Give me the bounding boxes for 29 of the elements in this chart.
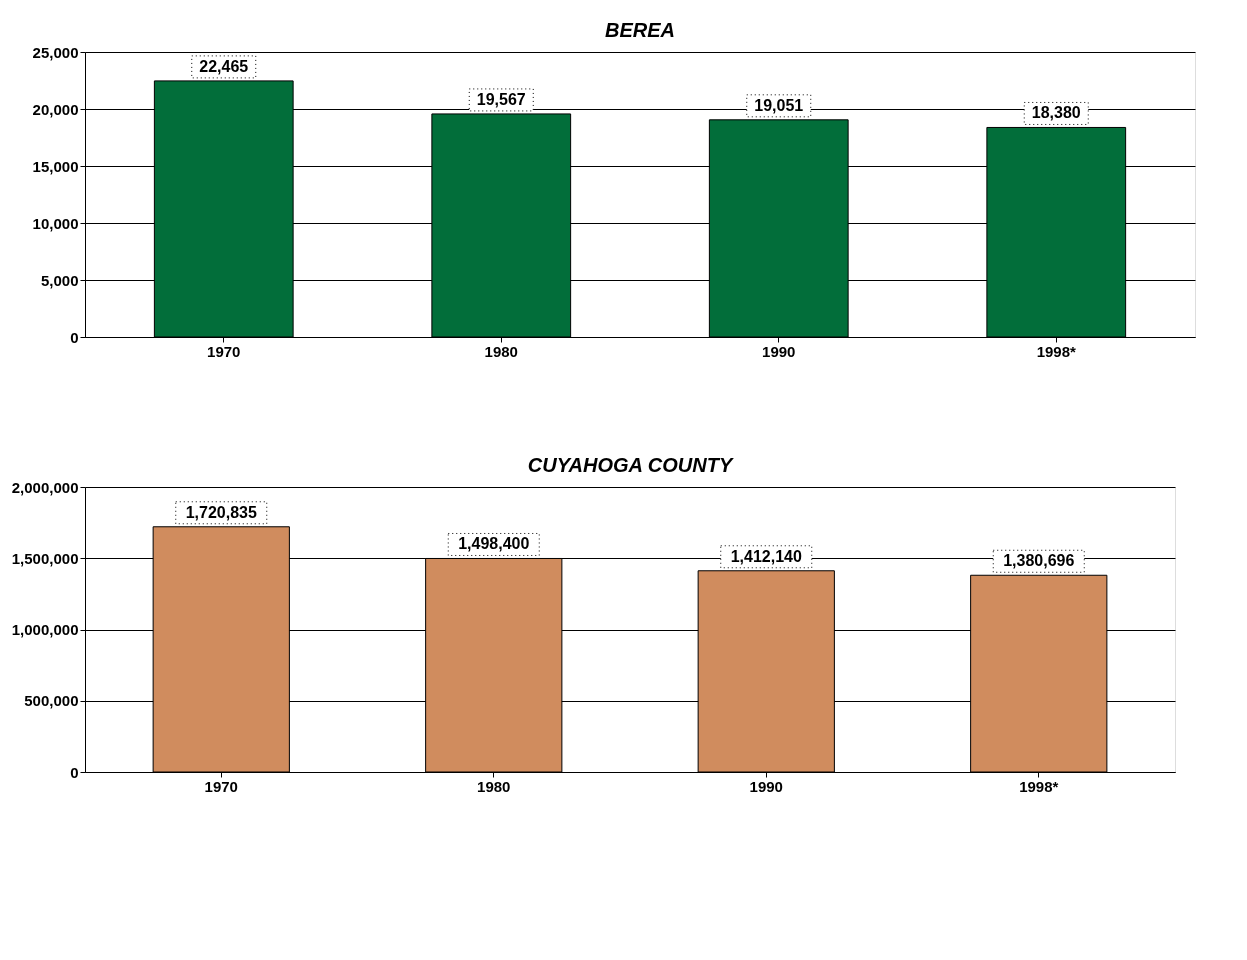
y-tick-label: 5,000 [40,271,79,289]
x-tick-label: 1980 [477,777,511,795]
y-tick-label: 1,000,000 [11,621,79,638]
y-tick-label: 10,000 [32,214,79,232]
data-label: 1,720,835 [185,503,257,521]
y-tick-label: 500,000 [24,692,79,710]
x-tick-label: 1990 [762,342,796,360]
y-tick-label: 0 [70,328,79,346]
data-label: 1,380,696 [1003,552,1075,570]
data-label: 22,465 [199,57,249,75]
x-tick-label: 1980 [484,342,518,360]
y-tick-label: 2,000,000 [11,478,79,496]
y-tick-label: 25,000 [32,43,79,61]
chart-title: BEREA [604,19,676,41]
data-label: 1,412,140 [730,547,802,565]
x-tick-label: 1998* [1019,777,1059,795]
chart-title: CUYAHOGA COUNTY [527,454,734,476]
x-tick-label: 1970 [207,342,241,360]
x-tick-label: 1990 [749,777,783,795]
data-label: 19,051 [754,96,804,114]
data-label: 18,380 [1031,104,1081,122]
x-tick-label: 1970 [204,777,238,795]
y-tick-label: 1,500,000 [11,549,79,567]
x-tick-label: 1998* [1036,342,1077,360]
data-label: 1,498,400 [458,535,530,553]
y-tick-label: 0 [70,763,79,781]
data-label: 19,567 [476,90,526,108]
y-tick-label: 20,000 [32,100,79,118]
y-tick-label: 15,000 [32,157,79,175]
